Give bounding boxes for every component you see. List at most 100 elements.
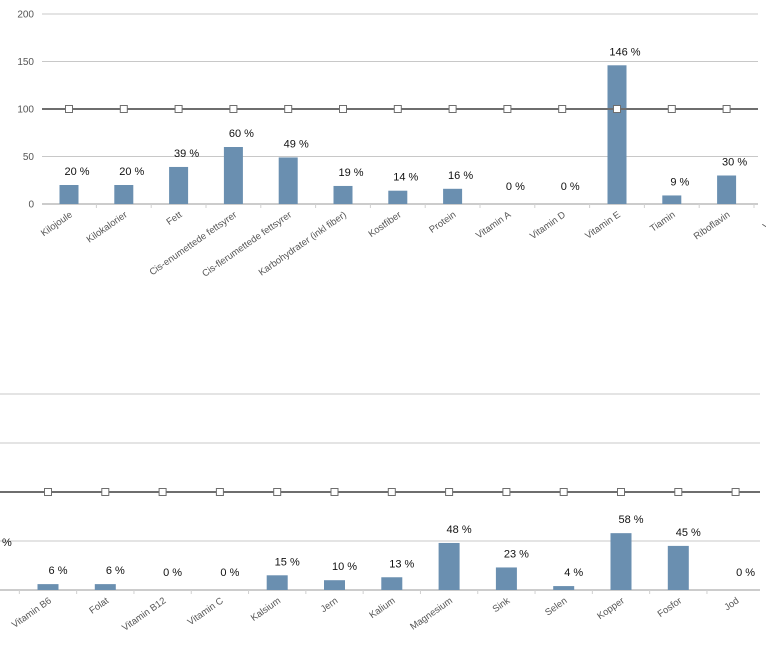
reference-marker bbox=[502, 488, 511, 496]
category-label: Kopper bbox=[595, 595, 626, 622]
reference-marker bbox=[667, 105, 676, 113]
category-label: Vitam bbox=[761, 209, 766, 232]
y-tick-label: 50 bbox=[23, 152, 35, 163]
data-label: 39 % bbox=[174, 148, 199, 160]
category-label: Sink bbox=[491, 595, 513, 615]
category-label: Vitamin C bbox=[186, 595, 226, 628]
bar bbox=[553, 586, 575, 590]
bar bbox=[717, 175, 737, 204]
bar bbox=[59, 185, 79, 204]
bar bbox=[381, 577, 403, 590]
bar bbox=[438, 542, 460, 590]
reference-marker bbox=[448, 105, 457, 113]
data-label: 45 % bbox=[676, 527, 701, 539]
category-label: Kilojoule bbox=[39, 209, 75, 239]
y-tick-label: 150 bbox=[17, 57, 34, 68]
data-label: 0 % bbox=[220, 567, 239, 579]
category-label: Kostfiber bbox=[366, 209, 403, 240]
data-label: 58 % bbox=[618, 514, 643, 526]
data-label: 4 % bbox=[564, 567, 583, 579]
reference-marker bbox=[558, 105, 567, 113]
bar bbox=[388, 190, 408, 204]
reference-marker bbox=[101, 488, 110, 496]
data-label: 9 % bbox=[670, 176, 689, 188]
reference-marker bbox=[387, 488, 396, 496]
reference-marker bbox=[44, 488, 52, 496]
category-label: Jod bbox=[722, 595, 741, 613]
data-label: 30 % bbox=[722, 157, 747, 169]
data-label: 23 % bbox=[504, 548, 529, 560]
reference-marker bbox=[65, 105, 73, 113]
category-label: Fett bbox=[165, 209, 185, 228]
data-label: 60 % bbox=[229, 128, 254, 140]
category-label: Kalium bbox=[367, 595, 397, 621]
reference-marker bbox=[158, 488, 167, 496]
bar bbox=[266, 575, 288, 590]
data-label: 20 % bbox=[64, 166, 89, 178]
category-label: Selen bbox=[543, 595, 569, 618]
bar bbox=[324, 580, 345, 590]
bar bbox=[333, 185, 353, 204]
bar bbox=[610, 533, 632, 590]
category-label: Folat bbox=[87, 595, 111, 616]
category-label: Vitamin B6 bbox=[10, 595, 54, 630]
bar bbox=[223, 147, 243, 204]
y-tick-label: 100 bbox=[17, 105, 34, 116]
data-label: 15 % bbox=[275, 556, 300, 568]
bar bbox=[94, 584, 116, 590]
bottom-bar-chart: 6 % Vitamin B6 6 % Folat 0 % Vitamin B12 0 % Vi… bbox=[0, 393, 760, 634]
category-label: Karbohydrater (inkl fiber) bbox=[257, 209, 349, 278]
reference-marker bbox=[731, 488, 740, 496]
clipped-data-label: % bbox=[2, 537, 12, 549]
data-label: 20 % bbox=[119, 166, 144, 178]
bar bbox=[495, 567, 517, 590]
bar bbox=[37, 584, 59, 590]
data-label: 0 % bbox=[163, 567, 182, 579]
reference-marker bbox=[445, 488, 454, 496]
bar bbox=[443, 188, 463, 204]
bar bbox=[662, 195, 682, 204]
reference-marker bbox=[613, 105, 621, 113]
data-label: 19 % bbox=[338, 167, 363, 179]
data-label: 49 % bbox=[284, 138, 309, 150]
data-label: 14 % bbox=[393, 172, 418, 184]
data-label: 13 % bbox=[389, 558, 414, 570]
data-label: 0 % bbox=[736, 567, 755, 579]
bar bbox=[607, 65, 627, 204]
bar bbox=[114, 185, 134, 204]
data-label: 146 % bbox=[609, 46, 640, 58]
reference-marker bbox=[722, 105, 731, 113]
category-label: Protein bbox=[427, 209, 458, 235]
y-tick-label: 200 bbox=[17, 10, 34, 21]
reference-marker bbox=[393, 105, 402, 113]
reference-marker bbox=[215, 488, 224, 496]
bar bbox=[667, 545, 689, 590]
category-label: Vitamin B12 bbox=[120, 595, 168, 633]
bar bbox=[169, 166, 189, 204]
category-label: Magnesium bbox=[408, 595, 455, 632]
data-label: 48 % bbox=[447, 524, 472, 536]
data-label: 6 % bbox=[106, 565, 125, 577]
data-label: 6 % bbox=[49, 565, 68, 577]
category-label: Vitamin E bbox=[583, 209, 622, 241]
data-label: 16 % bbox=[448, 170, 473, 182]
y-tick-label: 0 bbox=[28, 200, 34, 211]
category-label: Cis-enumettede fettsyrer bbox=[148, 209, 240, 278]
category-label: Riboflavin bbox=[692, 209, 732, 242]
category-label: Cis-flerumettede fettsyrer bbox=[200, 209, 294, 279]
reference-marker bbox=[174, 105, 183, 113]
data-label: 10 % bbox=[332, 561, 357, 573]
reference-marker bbox=[559, 488, 568, 496]
reference-marker bbox=[503, 105, 512, 113]
category-label: Tiamin bbox=[648, 209, 677, 234]
category-label: Vitamin A bbox=[474, 209, 514, 241]
reference-marker bbox=[674, 488, 683, 496]
category-label: Jern bbox=[319, 595, 340, 615]
reference-marker bbox=[339, 105, 347, 113]
reference-marker bbox=[119, 105, 128, 113]
reference-marker bbox=[330, 488, 339, 496]
top-bar-chart: 0 50 100 150 200 20 % Kilojoule 20 % Kilokalorie… bbox=[17, 10, 766, 280]
category-label: Fosfor bbox=[656, 595, 684, 619]
data-label: 0 % bbox=[506, 181, 525, 193]
reference-marker bbox=[617, 488, 625, 496]
